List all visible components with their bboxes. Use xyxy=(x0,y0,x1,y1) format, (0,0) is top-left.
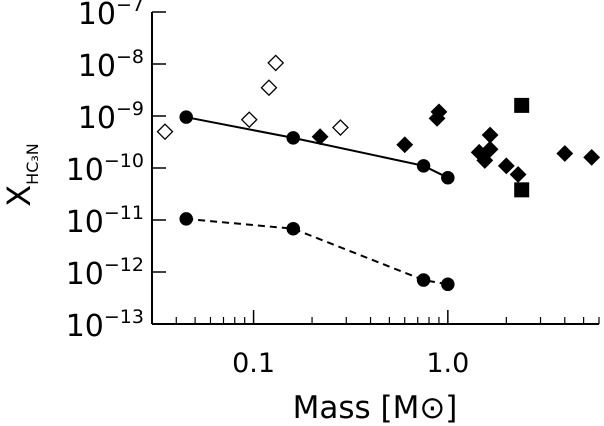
filled-diamond-point xyxy=(583,148,601,166)
y-tick-label: 10−13 xyxy=(66,306,144,344)
circle-point xyxy=(286,131,300,145)
open-diamond-point xyxy=(260,79,278,97)
filled-diamond-point xyxy=(396,136,414,154)
y-axis-label-main: X xyxy=(0,185,38,207)
tick-labels: 0.1 1.0 10−7 10−8 10−9 10−10 10−11 10−12 10−13 xyxy=(66,0,470,379)
series-lines xyxy=(186,116,449,286)
filled-diamond-point xyxy=(509,166,527,183)
open-diamond-point xyxy=(332,119,349,136)
filled-diamond-point xyxy=(481,126,499,144)
axes xyxy=(151,12,599,325)
circle-point xyxy=(441,277,455,292)
series-line-1 xyxy=(186,116,449,179)
y-tick-label: 10−8 xyxy=(78,46,144,84)
y-axis-label: XHC₃N xyxy=(0,143,42,207)
y-tick-label: 10−10 xyxy=(66,150,144,188)
circle-point xyxy=(441,170,455,185)
filled-diamond-point xyxy=(430,103,448,121)
filled-diamond-point xyxy=(556,145,574,162)
x-tick-label: 0.1 xyxy=(232,348,275,379)
y-tick-label: 10−11 xyxy=(66,202,144,240)
data-points xyxy=(156,54,601,292)
open-diamond-point xyxy=(156,123,174,141)
y-tick-label: 10−12 xyxy=(66,254,144,292)
circle-point xyxy=(179,212,193,226)
circle-point xyxy=(286,221,300,236)
open-diamond-point xyxy=(267,54,285,72)
filled-diamond-point xyxy=(476,151,494,169)
x-axis-label: Mass [M⊙] xyxy=(293,390,458,426)
tick-marks xyxy=(151,11,600,325)
circle-point xyxy=(416,159,431,173)
filled-diamond-point xyxy=(497,157,515,175)
filled-diamond-point xyxy=(311,128,329,146)
svg-text:XHC₃N: XHC₃N xyxy=(0,143,42,207)
y-tick-label: 10−7 xyxy=(78,0,144,32)
circle-point xyxy=(416,273,431,287)
circle-point xyxy=(179,110,193,124)
open-diamond-point xyxy=(240,111,258,129)
series-line-2 xyxy=(186,217,448,286)
filled-diamond-point xyxy=(481,140,499,158)
y-tick-label: 10−9 xyxy=(78,98,144,136)
x-tick-label: 1.0 xyxy=(426,348,469,379)
square-point xyxy=(514,182,530,198)
y-axis-label-sub: HC₃N xyxy=(23,143,42,185)
square-point xyxy=(514,97,530,113)
